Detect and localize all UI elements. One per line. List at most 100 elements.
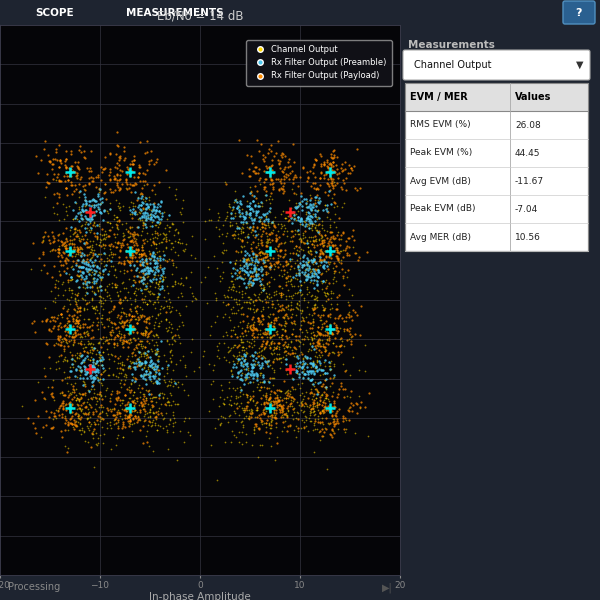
Point <box>93 189 103 199</box>
Point <box>110 174 119 184</box>
Point <box>283 394 293 403</box>
Point <box>263 237 273 247</box>
Point <box>242 348 252 358</box>
Point <box>140 234 149 244</box>
Point <box>228 350 238 360</box>
Point <box>240 354 250 364</box>
Point <box>326 289 336 298</box>
Point <box>66 168 76 178</box>
Point <box>139 248 149 257</box>
Point <box>130 401 139 410</box>
Point <box>311 235 320 245</box>
Point <box>247 363 257 373</box>
Point <box>314 227 323 237</box>
Point <box>125 205 135 215</box>
Point <box>134 356 143 365</box>
Point <box>130 294 139 304</box>
Point <box>49 189 58 199</box>
Point <box>92 234 102 244</box>
Point <box>319 402 329 412</box>
Point <box>51 365 61 374</box>
Point <box>127 349 137 358</box>
Point <box>86 384 96 394</box>
Point <box>262 326 272 335</box>
Point <box>56 309 65 319</box>
Point <box>84 179 94 189</box>
Point <box>312 183 322 193</box>
Point <box>106 406 116 416</box>
Point <box>145 357 155 367</box>
Point <box>254 168 263 178</box>
Point <box>166 377 176 387</box>
Point <box>83 385 92 394</box>
Point <box>77 404 87 414</box>
Point <box>128 198 138 208</box>
Point <box>80 332 90 341</box>
Point <box>140 220 149 229</box>
Point <box>57 313 67 322</box>
Point <box>312 292 322 302</box>
Point <box>72 399 82 409</box>
Point <box>95 295 104 305</box>
Point <box>133 202 143 212</box>
Point <box>158 275 168 284</box>
Point <box>302 332 312 342</box>
Point <box>306 224 316 233</box>
Point <box>62 259 71 268</box>
Point <box>311 222 320 232</box>
Point <box>225 395 235 404</box>
Point <box>317 406 327 415</box>
Point <box>312 385 322 395</box>
Point <box>312 295 322 305</box>
Point <box>329 359 338 368</box>
Point <box>322 393 331 403</box>
Point <box>291 190 301 199</box>
Point <box>88 240 97 250</box>
Point <box>299 368 309 377</box>
Point <box>96 175 106 185</box>
Point <box>87 364 97 374</box>
Text: Avg EVM (dB): Avg EVM (dB) <box>410 176 471 185</box>
Point <box>284 364 293 374</box>
Point <box>238 256 248 266</box>
Point <box>155 229 165 239</box>
Point <box>68 264 78 274</box>
Point <box>244 397 253 407</box>
Point <box>93 285 103 295</box>
Point <box>263 220 273 230</box>
Point <box>293 181 303 191</box>
Point <box>286 261 296 271</box>
Point <box>304 223 314 232</box>
Point <box>155 290 164 299</box>
Point <box>150 220 160 230</box>
Point <box>307 264 317 274</box>
Point <box>305 272 314 282</box>
Point <box>330 209 340 219</box>
Point <box>326 173 335 183</box>
Point <box>88 250 98 260</box>
Point <box>100 226 110 236</box>
Point <box>84 265 94 274</box>
Point <box>140 292 150 301</box>
Point <box>265 373 275 383</box>
Point <box>265 309 275 319</box>
Point <box>98 241 107 250</box>
Point <box>269 259 279 269</box>
Point <box>68 329 77 338</box>
Point <box>318 305 328 315</box>
Point <box>160 371 169 381</box>
Point <box>127 197 136 206</box>
Point <box>326 365 335 375</box>
Point <box>268 358 277 367</box>
Point <box>298 353 307 363</box>
Point <box>236 418 245 427</box>
Point <box>148 221 157 231</box>
Point <box>100 179 110 188</box>
Point <box>128 347 137 356</box>
Point <box>290 288 300 298</box>
Point <box>118 338 128 347</box>
Point <box>262 236 272 246</box>
Point <box>59 333 69 343</box>
Point <box>98 363 108 373</box>
Point <box>278 303 287 313</box>
